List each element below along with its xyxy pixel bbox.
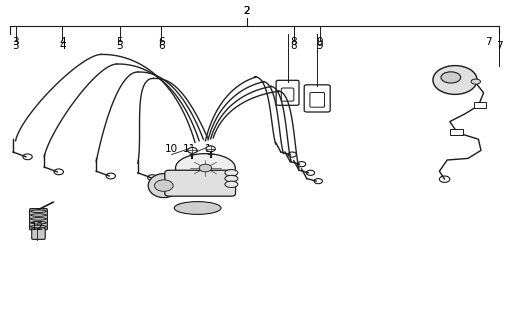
Text: 9: 9: [317, 41, 323, 52]
Circle shape: [199, 164, 212, 172]
Circle shape: [154, 180, 173, 191]
Text: 11: 11: [183, 144, 197, 154]
Text: 5: 5: [116, 41, 123, 52]
Circle shape: [206, 146, 215, 152]
Circle shape: [54, 169, 63, 175]
Text: 3: 3: [12, 41, 19, 52]
Ellipse shape: [441, 72, 461, 83]
Text: 7: 7: [496, 41, 502, 52]
Circle shape: [23, 154, 32, 160]
FancyBboxPatch shape: [281, 88, 294, 101]
FancyBboxPatch shape: [165, 170, 236, 196]
Text: 2: 2: [244, 6, 250, 16]
FancyBboxPatch shape: [310, 92, 324, 107]
Circle shape: [439, 176, 450, 182]
Circle shape: [148, 175, 157, 180]
Ellipse shape: [31, 210, 46, 212]
Text: 4: 4: [59, 41, 66, 52]
Text: 9: 9: [317, 36, 323, 47]
Circle shape: [188, 148, 197, 153]
Text: 6: 6: [158, 36, 164, 47]
Ellipse shape: [174, 202, 221, 214]
Ellipse shape: [148, 173, 179, 198]
Text: 10: 10: [165, 144, 178, 154]
Text: 3: 3: [12, 36, 19, 47]
Ellipse shape: [31, 221, 46, 224]
Ellipse shape: [471, 79, 480, 84]
Text: 6: 6: [158, 41, 164, 52]
Ellipse shape: [31, 214, 46, 216]
FancyBboxPatch shape: [304, 85, 330, 112]
Circle shape: [314, 179, 322, 184]
Ellipse shape: [31, 218, 46, 220]
Circle shape: [288, 152, 296, 157]
Text: 7: 7: [486, 36, 492, 47]
Text: 8: 8: [291, 41, 297, 52]
Text: 1: 1: [205, 144, 211, 154]
Ellipse shape: [225, 170, 238, 176]
Text: 12: 12: [31, 222, 44, 232]
Text: 2: 2: [244, 6, 250, 16]
Circle shape: [106, 173, 115, 179]
Text: 8: 8: [291, 36, 297, 47]
Text: 4: 4: [59, 36, 66, 47]
Text: 5: 5: [116, 36, 123, 47]
FancyBboxPatch shape: [30, 209, 47, 230]
Ellipse shape: [225, 175, 238, 182]
FancyBboxPatch shape: [450, 129, 463, 135]
FancyBboxPatch shape: [474, 102, 486, 108]
Ellipse shape: [225, 181, 238, 188]
Circle shape: [297, 162, 306, 167]
Ellipse shape: [31, 225, 46, 228]
Circle shape: [306, 170, 315, 175]
FancyBboxPatch shape: [276, 80, 299, 105]
FancyBboxPatch shape: [32, 228, 45, 239]
Ellipse shape: [176, 154, 236, 182]
Ellipse shape: [433, 66, 477, 94]
